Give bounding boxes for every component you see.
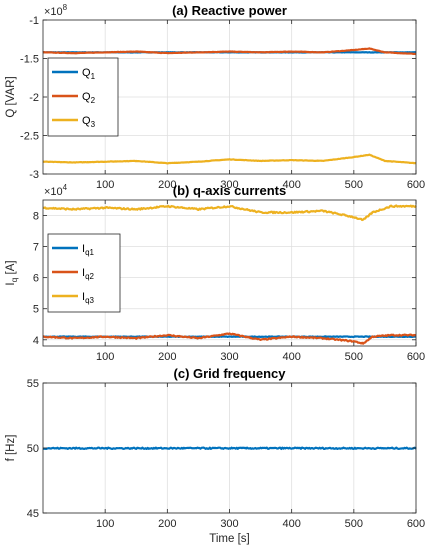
legend: Q1 Q2 Q3 <box>47 57 119 137</box>
y-exponent: ×108 <box>44 3 68 18</box>
chart-title: (b) q-axis currents <box>173 183 286 198</box>
y-axis-label: Iq [A] <box>5 260 19 285</box>
x-tick-label: 400 <box>282 179 300 191</box>
x-tick-label: 500 <box>345 179 363 191</box>
y-axis-label: f [Hz] <box>5 435 17 462</box>
y-tick-label: -2.5 <box>20 131 39 143</box>
x-tick-label: 600 <box>407 351 425 363</box>
series-line-3 <box>42 204 417 222</box>
x-tick-label: 200 <box>158 179 176 191</box>
x-tick-label: 300 <box>220 179 238 191</box>
x-tick-label: 200 <box>158 518 176 530</box>
y-tick-label: 4 <box>33 335 39 347</box>
y-exponent: ×104 <box>44 183 68 198</box>
chart-panel-1: 100 200 300 400 500 600 -3 -2.5 -2 -1.5 -1 (a) Reac… <box>5 3 425 191</box>
y-tick-label: -2 <box>29 92 39 104</box>
x-tick-label: 100 <box>96 351 114 363</box>
y-tick-label: 55 <box>27 378 39 390</box>
legend-label: Q2 <box>82 91 96 105</box>
x-tick-label: 400 <box>282 351 300 363</box>
series-line-1 <box>42 446 417 451</box>
y-tick-label: 8 <box>33 211 39 223</box>
chart-title: (c) Grid frequency <box>174 366 287 381</box>
x-tick-label: 600 <box>407 518 425 530</box>
y-tick-label: 50 <box>27 443 39 455</box>
legend-label: Iq2 <box>82 267 95 281</box>
x-tick-label: 300 <box>220 518 238 530</box>
legend-label: Q1 <box>82 67 96 81</box>
y-tick-label: 7 <box>33 242 39 254</box>
y-tick-label: -3 <box>29 169 39 181</box>
y-tick-label: -1 <box>29 15 39 27</box>
series-line-2 <box>42 47 417 56</box>
y-tick-label: 45 <box>27 508 39 520</box>
legend-label: Q3 <box>82 115 96 129</box>
chart-panel-3: 100 200 300 400 500 600 45 50 55 (c) Grid frequen… <box>5 366 425 545</box>
x-axis-label: Time [s] <box>209 533 249 545</box>
y-tick-label: 5 <box>33 304 39 316</box>
y-axis-label: Q [VAR] <box>5 76 17 117</box>
x-tick-label: 400 <box>282 518 300 530</box>
x-tick-label: 600 <box>407 179 425 191</box>
x-tick-label: 500 <box>345 351 363 363</box>
series-line-3 <box>42 153 417 165</box>
x-tick-label: 300 <box>220 351 238 363</box>
y-tick-label: 6 <box>33 273 39 285</box>
series-line-2 <box>42 332 417 345</box>
x-tick-label: 200 <box>158 351 176 363</box>
legend-label: Iq1 <box>82 243 95 257</box>
y-tick-label: -1.5 <box>20 54 39 66</box>
x-tick-label: 100 <box>96 518 114 530</box>
x-tick-label: 500 <box>345 518 363 530</box>
legend-label: Iq3 <box>82 291 95 305</box>
legend: Iq1 Iq2 Iq3 <box>47 233 121 313</box>
x-tick-label: 100 <box>96 179 114 191</box>
chart-title: (a) Reactive power <box>172 3 287 18</box>
chart-panel-2: 100 200 300 400 500 600 4 5 6 7 8 (b) q-axis curren… <box>5 183 425 363</box>
